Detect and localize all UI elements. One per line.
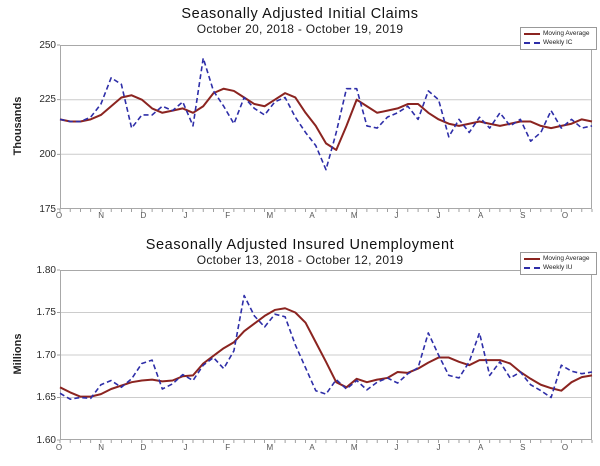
legend-label-moving-average: Moving Average (543, 255, 590, 263)
month-label: O (55, 443, 63, 452)
month-label: J (183, 443, 188, 452)
month-label: S (520, 211, 526, 220)
moving-average-line-sample (524, 258, 540, 261)
month-label: M (350, 443, 358, 452)
month-label: O (561, 211, 569, 220)
month-label: J (183, 211, 188, 220)
chart-title: Seasonally Adjusted Initial Claims (181, 6, 419, 22)
chart-title: Seasonally Adjusted Insured Unemployment (145, 237, 455, 253)
month-label: J (394, 443, 399, 452)
weekly-iu-line-sample (524, 266, 540, 269)
month-label: N (98, 443, 105, 452)
legend-entry-moving-average: Moving Average (524, 255, 593, 263)
y-tick-label: 250 (39, 39, 56, 51)
initial-claims-plot (57, 44, 593, 212)
moving-average-line (59, 307, 593, 398)
y-tick-label: 1.60 (36, 434, 56, 446)
y-tick-label: 200 (39, 148, 56, 160)
moving-average-line (59, 87, 593, 151)
month-label: J (394, 211, 399, 220)
weekly-line (59, 57, 593, 171)
month-label: J (436, 211, 441, 220)
month-label: J (436, 443, 441, 452)
legend: Moving Average Weekly IC (520, 27, 597, 50)
moving-average-line-sample (524, 33, 540, 36)
month-label: S (520, 443, 526, 452)
legend-label-moving-average: Moving Average (543, 30, 590, 38)
month-label: A (477, 211, 484, 220)
y-tick-label: 1.65 (36, 392, 56, 403)
weekly-line (59, 294, 593, 400)
y-tick-label: 175 (39, 203, 56, 215)
month-label: M (266, 211, 274, 220)
month-label: A (309, 443, 315, 452)
weekly-ic-line-sample (524, 41, 540, 44)
month-label: D (140, 211, 147, 220)
legend-label-weekly-ic: Weekly IC (543, 38, 573, 46)
y-axis-title: Thousands (12, 96, 24, 156)
month-label: M (350, 211, 358, 220)
legend-entry-weekly-iu: Weekly IU (524, 264, 593, 272)
y-tick-label: 225 (39, 94, 56, 106)
legend-entry-weekly-ic: Weekly IC (524, 39, 593, 47)
month-label: A (309, 211, 315, 220)
y-tick-label: 1.70 (36, 349, 56, 361)
y-axis-title: Millions (12, 333, 24, 375)
chart-subtitle: October 20, 2018 - October 19, 2019 (196, 22, 404, 36)
legend-label-weekly-iu: Weekly IU (543, 263, 573, 271)
month-label: F (225, 443, 231, 452)
month-label: O (561, 443, 569, 452)
y-tick-label: 1.80 (36, 264, 56, 276)
month-label: D (140, 443, 147, 452)
y-tick-label: 1.75 (36, 307, 56, 318)
plot-border (60, 45, 592, 209)
plot-border (60, 270, 592, 440)
legend: Moving Average Weekly IU (520, 252, 597, 275)
month-label: O (55, 211, 63, 220)
month-label: M (266, 443, 274, 452)
chart-subtitle: October 13, 2018 - October 12, 2019 (196, 253, 404, 267)
legend-entry-moving-average: Moving Average (524, 30, 593, 38)
month-label: A (477, 443, 484, 452)
insured-unemployment-plot (57, 269, 593, 443)
month-label: N (98, 211, 105, 220)
month-label: F (225, 211, 231, 220)
